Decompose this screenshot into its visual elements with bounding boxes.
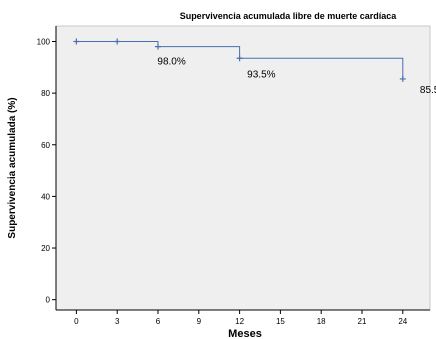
x-tick-label: 12	[235, 317, 244, 326]
y-tick-label: 20	[41, 244, 50, 253]
y-tick-label: 80	[41, 89, 50, 98]
x-tick-label: 9	[197, 317, 202, 326]
annotations: 98.0% 93.5% 85.5%	[157, 57, 436, 96]
survival-annotation: 93.5%	[247, 70, 275, 81]
chart-title: Supervivencia acumulada libre de muerte …	[180, 11, 398, 21]
y-axis-title: Supervivencia acumulada (%)	[7, 97, 18, 238]
x-tick-label: 0	[74, 317, 79, 326]
survival-annotation: 98.0%	[157, 57, 185, 68]
x-tick-label: 3	[115, 317, 120, 326]
y-tick-label: 100	[37, 37, 51, 46]
survival-annotation: 85.5%	[420, 85, 436, 96]
axes: 0 3 6 9 12 15 18 21 24 0 20 40 60 80 100	[37, 26, 430, 326]
x-tick-label: 6	[156, 317, 161, 326]
censor-marks	[73, 38, 406, 82]
y-tick-label: 60	[41, 141, 50, 150]
censor-mark	[399, 75, 406, 82]
x-tick-label: 24	[398, 317, 407, 326]
censor-mark	[236, 55, 243, 62]
x-tick-label: 18	[317, 317, 326, 326]
x-axis-title: Meses	[228, 328, 262, 339]
plot-area	[55, 25, 431, 311]
censor-mark	[73, 38, 80, 45]
censor-mark	[114, 38, 121, 45]
series-layer	[76, 40, 404, 79]
x-tick-label: 21	[358, 317, 367, 326]
y-tick-label: 0	[46, 296, 51, 305]
censor-mark	[155, 43, 161, 50]
survival-step-line	[76, 40, 404, 79]
y-tick-label: 40	[41, 192, 50, 201]
x-tick-label: 15	[276, 317, 285, 326]
